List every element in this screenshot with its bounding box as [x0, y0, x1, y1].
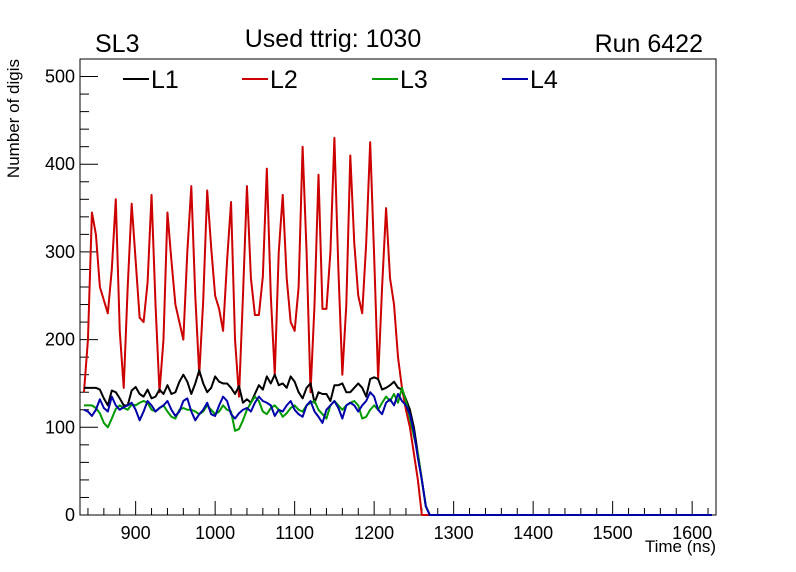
legend-item-l4: L4	[502, 66, 558, 94]
y-axis-tick-labels: 0 100 200 300 400 500	[45, 67, 75, 525]
y-axis-ticks	[80, 58, 98, 516]
header-center: Used ttrig: 1030	[245, 25, 422, 53]
plot-frame	[79, 58, 717, 516]
y-axis-title: Number of digis	[4, 59, 23, 178]
series-line-l1	[83, 369, 713, 516]
series-line-l4	[83, 391, 713, 516]
legend: L1 L2 L3 L4	[123, 66, 558, 94]
y-tick-label: 0	[65, 505, 75, 525]
x-tick-label: 1500	[593, 523, 633, 543]
series-line-l2	[82, 136, 713, 516]
x-tick-label: 1300	[434, 523, 474, 543]
legend-item-l3: L3	[372, 66, 428, 94]
legend-label: L1	[151, 66, 179, 94]
y-tick-label: 200	[45, 330, 75, 350]
y-tick-label: 400	[45, 154, 75, 174]
x-tick-label: 1200	[354, 523, 394, 543]
y-tick-label: 500	[45, 67, 75, 87]
legend-label: L2	[270, 66, 298, 94]
x-tick-label: 1000	[195, 523, 235, 543]
x-axis-ticks	[87, 501, 709, 515]
series-lines	[82, 136, 713, 516]
series-line-l3	[83, 386, 713, 516]
x-axis-title: Time (ns)	[645, 537, 716, 556]
legend-label: L4	[530, 66, 558, 94]
x-tick-label: 900	[121, 523, 151, 543]
y-tick-label: 100	[45, 417, 75, 437]
x-axis-tick-labels: 900 1000 1100 1200 1300 1400 1500 1600	[121, 523, 713, 543]
x-tick-label: 1600	[672, 523, 712, 543]
x-tick-label: 1100	[275, 523, 314, 543]
legend-item-l2: L2	[242, 66, 298, 94]
header-right: Run 6422	[595, 30, 703, 58]
header-left: SL3	[95, 30, 139, 58]
legend-item-l1: L1	[123, 66, 179, 94]
y-tick-label: 300	[45, 242, 75, 262]
x-tick-label: 1400	[513, 523, 553, 543]
legend-label: L3	[400, 66, 428, 94]
